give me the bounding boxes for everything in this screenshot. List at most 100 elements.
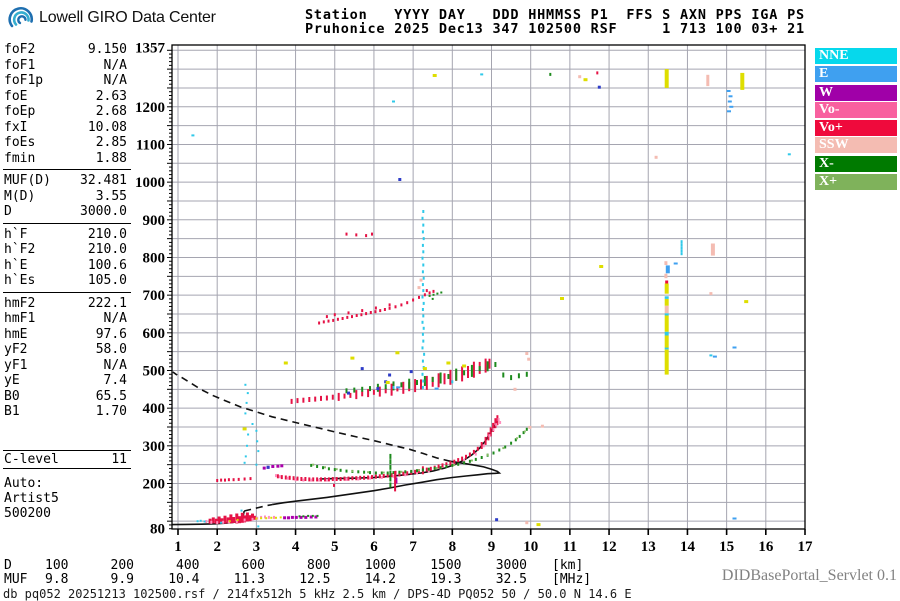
parameter-label: yE xyxy=(4,373,20,388)
parameter-value: 10.08 xyxy=(87,119,127,135)
echo-type-legend: NNE E W Vo- Vo+ SSW X- X+ xyxy=(815,48,897,191)
parameter-value: 65.5 xyxy=(95,388,127,404)
autoscaling-info: Auto: Artist5 500200 xyxy=(3,476,131,521)
svg-text:700: 700 xyxy=(143,288,166,304)
parameter-label: yF2 xyxy=(4,342,28,357)
parameter-row: hmF1 N/A xyxy=(3,311,131,327)
parameter-label: hmF1 xyxy=(4,311,36,326)
distance-row: D 100 200 400 600 800 1000 1500 3000 [km] xyxy=(3,558,583,573)
c-level-label: C-level xyxy=(4,451,59,467)
parameter-row: fmin 1.88 xyxy=(3,151,131,167)
parameter-panel: foF2 9.150 foF1 N/A foF1p N/A foE 2.63 foEp 2.68 f… xyxy=(3,42,131,521)
parameter-value: 105.0 xyxy=(87,273,127,288)
svg-text:600: 600 xyxy=(143,326,166,342)
separator xyxy=(3,169,131,170)
parameter-row: yF1 N/A xyxy=(3,358,131,374)
table-cell: 32.5 xyxy=(495,572,527,587)
svg-text:11: 11 xyxy=(563,539,577,555)
auto-program: Artist5 xyxy=(4,491,59,506)
table-cell: 400 xyxy=(176,558,200,573)
svg-text:17: 17 xyxy=(798,539,814,555)
table-cell: 11.3 xyxy=(233,572,265,587)
svg-text:16: 16 xyxy=(758,539,774,555)
muf-row: MUF 9.8 9.9 10.4 11.3 12.5 14.2 19.3 32.5 [MHz] xyxy=(3,572,591,587)
parameter-label: foF1 xyxy=(4,57,36,73)
parameter-row: B1 1.70 xyxy=(3,404,131,420)
parameter-row: foE 2.63 xyxy=(3,89,131,105)
parameter-label: M(D) xyxy=(4,188,36,204)
parameter-value: 2.68 xyxy=(95,104,127,119)
svg-text:15: 15 xyxy=(719,539,734,555)
parameter-value: 9.150 xyxy=(87,42,127,57)
parameter-row: D 3000.0 xyxy=(3,204,131,220)
auto-line: Auto: xyxy=(4,476,44,491)
parameter-row: fxI 10.08 xyxy=(3,120,131,136)
parameter-value: 32.481 xyxy=(80,173,127,188)
muf-unit: [MHz] xyxy=(552,572,592,587)
parameter-row: h`E 100.6 xyxy=(3,258,131,274)
svg-text:9: 9 xyxy=(488,539,496,555)
parameter-value: 58.0 xyxy=(95,342,127,357)
svg-text:6: 6 xyxy=(370,539,378,555)
parameter-label: h`F xyxy=(4,226,28,242)
separator xyxy=(3,222,131,224)
c-level-box: C-level 11 xyxy=(3,449,131,469)
distance-values: 100 200 400 600 800 1000 1500 3000 xyxy=(3,558,527,573)
table-cell: 800 xyxy=(307,558,331,573)
giro-logo-text: Lowell GIRO Data Center xyxy=(39,9,216,26)
parameter-row: hmF2 222.1 xyxy=(3,296,131,312)
svg-text:7: 7 xyxy=(409,539,417,555)
parameter-value: 1.88 xyxy=(95,150,127,166)
parameter-label: h`E xyxy=(4,257,28,273)
parameter-value: 2.85 xyxy=(95,135,127,150)
parameter-label: h`Es xyxy=(4,273,36,288)
muf-values: 9.8 9.9 10.4 11.3 12.5 14.2 19.3 32.5 xyxy=(3,572,527,587)
servlet-version-label: DIDBasePortal_Servlet 0.1 xyxy=(721,567,897,584)
table-cell: 9.8 xyxy=(45,572,69,587)
table-cell: 600 xyxy=(241,558,265,573)
parameter-label: B0 xyxy=(4,388,20,404)
svg-text:4: 4 xyxy=(292,539,300,555)
parameter-value: N/A xyxy=(103,357,127,373)
parameter-value: 3000.0 xyxy=(80,204,127,219)
station-values-row: Pruhonice 2025 Dec13 347 102500 RSF 1 71… xyxy=(305,21,805,37)
parameter-row: foEp 2.68 xyxy=(3,104,131,120)
svg-text:1200: 1200 xyxy=(135,100,165,116)
table-cell: 200 xyxy=(110,558,134,573)
parameter-value: 97.6 xyxy=(95,326,127,342)
distance-row-label: D xyxy=(4,558,12,573)
svg-text:300: 300 xyxy=(143,439,166,455)
svg-text:500: 500 xyxy=(143,364,166,380)
parameter-row: h`F2 210.0 xyxy=(3,242,131,258)
parameter-value: N/A xyxy=(103,73,127,88)
parameter-value: 222.1 xyxy=(87,295,127,311)
svg-text:2: 2 xyxy=(213,539,221,555)
parameter-row: M(D) 3.55 xyxy=(3,189,131,205)
auto-version: 500200 xyxy=(4,506,51,521)
legend-item-vo+: Vo+ xyxy=(815,119,897,136)
table-cell: 12.5 xyxy=(299,572,331,587)
table-cell: 1500 xyxy=(430,558,462,573)
legend-item-x-: X- xyxy=(815,156,897,172)
parameter-row: yF2 58.0 xyxy=(3,342,131,358)
table-cell: 14.2 xyxy=(364,572,396,587)
distance-unit: [km] xyxy=(552,558,584,573)
parameter-value: 2.63 xyxy=(95,88,127,104)
parameter-value: 210.0 xyxy=(87,242,127,257)
svg-text:900: 900 xyxy=(143,213,166,229)
svg-text:8: 8 xyxy=(449,539,457,555)
parameter-label: hmF2 xyxy=(4,295,36,311)
svg-text:200: 200 xyxy=(143,477,166,493)
parameter-value: N/A xyxy=(103,57,127,73)
giro-logo: Lowell GIRO Data Center xyxy=(8,5,216,31)
table-cell: 1000 xyxy=(364,558,396,573)
parameter-row: hmE 97.6 xyxy=(3,327,131,343)
parameter-value: 7.4 xyxy=(103,373,127,388)
giro-logo-icon xyxy=(8,7,34,28)
parameter-label: D xyxy=(4,204,12,219)
parameter-row: MUF(D) 32.481 xyxy=(3,173,131,189)
table-cell: 9.9 xyxy=(110,572,134,587)
parameter-label: foF1p xyxy=(4,73,44,88)
parameter-row: h`Es 105.0 xyxy=(3,273,131,289)
